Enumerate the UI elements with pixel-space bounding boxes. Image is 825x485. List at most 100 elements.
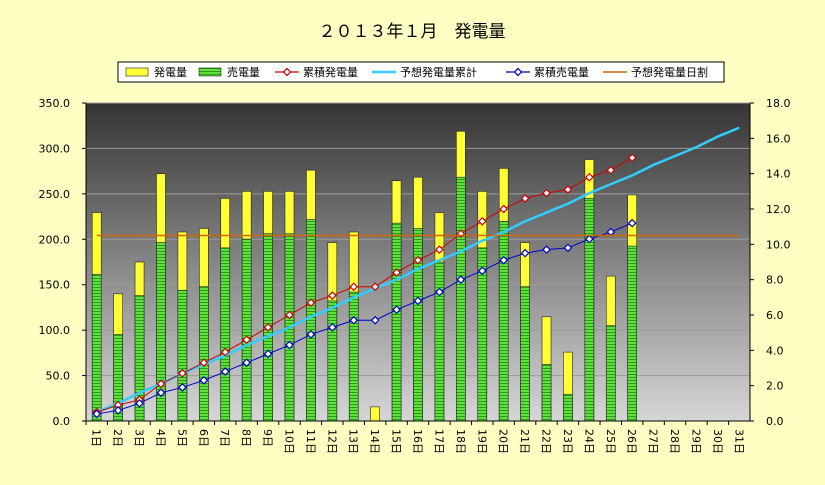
y-right-tick-label: 12.0 <box>766 203 791 216</box>
x-tick-label: 11日 <box>304 429 317 454</box>
x-tick-label: 3日 <box>133 429 146 447</box>
legend-label: 予想発電量累計 <box>400 65 477 79</box>
x-tick-label: 4日 <box>154 429 167 447</box>
x-tick-label: 10日 <box>282 429 295 454</box>
bar-sold <box>627 245 637 422</box>
y-right-tick-label: 6.0 <box>766 309 784 322</box>
bars <box>91 130 637 422</box>
y-left-tick-label: 350.0 <box>39 97 71 110</box>
y-left-tick-label: 0.0 <box>53 415 71 428</box>
marker-cum-generation <box>156 379 166 389</box>
marker-cum-generation <box>435 245 444 255</box>
x-tick-label: 21日 <box>518 429 531 454</box>
y-left-tick-label: 150.0 <box>39 279 71 292</box>
marker-cum-sold <box>327 322 337 332</box>
y-right-tick-label: 16.0 <box>766 132 791 145</box>
bar-sold <box>456 176 466 422</box>
marker-cum-sold <box>370 315 380 325</box>
marker-cum-generation <box>242 335 252 345</box>
marker-cum-generation <box>113 400 123 410</box>
marker-cum-generation <box>499 204 509 214</box>
x-tick-label: 29日 <box>689 429 702 454</box>
marker-cum-generation <box>520 194 530 203</box>
x-tick-label: 19日 <box>475 429 488 454</box>
x-tick-label: 18日 <box>454 429 467 454</box>
bar-generation <box>370 406 380 422</box>
bar-sold <box>91 274 102 422</box>
legend-marker <box>513 67 523 77</box>
x-tick-label: 26日 <box>625 429 638 454</box>
y-left-tick-label: 300.0 <box>39 142 71 155</box>
x-tick-label: 9日 <box>261 429 274 447</box>
y-right-tick-label: 2.0 <box>766 380 784 393</box>
x-tick-label: 20日 <box>497 429 510 454</box>
bar-sold <box>584 198 595 422</box>
x-tick-label: 8日 <box>240 429 253 447</box>
x-tick-label: 17日 <box>432 429 445 454</box>
marker-cum-generation <box>606 165 616 175</box>
marker-cum-generation <box>477 216 487 226</box>
marker-cum-sold <box>413 296 423 306</box>
marker-cum-generation <box>370 282 380 292</box>
x-tick-label: 27日 <box>647 429 660 454</box>
bar-sold <box>177 289 188 422</box>
x-tick-label: 6日 <box>197 429 210 447</box>
y-right-tick-label: 8.0 <box>766 274 784 287</box>
x-tick-label: 13日 <box>347 429 360 454</box>
legend-swatch <box>125 67 149 77</box>
series-line <box>96 157 633 413</box>
marker-cum-generation <box>584 172 594 182</box>
bar-sold <box>541 364 552 422</box>
x-tick-label: 23日 <box>561 429 574 454</box>
x-tick-label: 15日 <box>390 429 403 454</box>
x-tick-label: 25日 <box>604 429 617 454</box>
marker-cum-sold <box>242 358 252 368</box>
marker-cum-sold <box>306 330 316 339</box>
marker-cum-generation <box>627 153 637 163</box>
x-tick-label: 14日 <box>368 429 381 454</box>
marker-cum-sold <box>606 227 616 237</box>
marker-cum-sold <box>113 406 123 415</box>
marker-cum-generation <box>392 268 401 277</box>
marker-cum-sold <box>199 375 209 385</box>
marker-cum-generation <box>199 358 209 368</box>
axes: 0.0 50.0 100.0 150.0 200.0 250.0 300.0 350.0 0.0… <box>39 97 791 454</box>
legend: 発電量 売電量 累積発電量 予想発電量累計 累積売電量 予想発電量日割 <box>117 61 725 83</box>
legend-marker <box>282 67 292 77</box>
chart-title: ２０１３年１月 発電量 <box>319 22 506 42</box>
marker-cum-sold <box>135 398 144 408</box>
legend-swatch <box>198 67 222 77</box>
y-left-tick-label: 100.0 <box>39 324 71 337</box>
marker-cum-generation <box>327 291 337 300</box>
y-right-tick-label: 0.0 <box>766 415 784 428</box>
marker-cum-generation <box>306 298 316 308</box>
bar-sold <box>520 286 530 422</box>
bar-sold <box>220 247 231 422</box>
y-right-tick-label: 14.0 <box>766 168 791 181</box>
marker-cum-generation <box>542 188 551 198</box>
bar-sold <box>306 219 316 422</box>
x-tick-label: 22日 <box>540 429 553 454</box>
marker-cum-generation <box>563 185 573 194</box>
y-right-tick-label: 4.0 <box>766 344 784 357</box>
x-tick-label: 2日 <box>111 429 124 447</box>
marker-cum-sold <box>456 275 466 285</box>
legend-label: 予想発電量日割 <box>631 65 708 79</box>
marker-cum-sold <box>435 287 444 297</box>
bar-sold <box>348 291 359 422</box>
marker-cum-sold <box>542 245 551 255</box>
y-left-tick-label: 200.0 <box>39 233 71 246</box>
x-tick-label: 12日 <box>325 429 338 454</box>
lines <box>92 126 740 419</box>
legend-label: 売電量 <box>227 66 260 79</box>
y-right-tick-label: 10.0 <box>766 238 791 251</box>
x-tick-label: 24日 <box>582 429 595 454</box>
bar-sold <box>199 286 209 422</box>
bar-sold <box>391 222 402 422</box>
marker-cum-generation <box>413 255 423 265</box>
bar-sold <box>563 394 573 422</box>
marker-cum-sold <box>263 349 273 359</box>
marker-cum-sold <box>520 248 530 258</box>
marker-cum-sold <box>477 266 487 276</box>
marker-cum-sold <box>92 409 102 419</box>
